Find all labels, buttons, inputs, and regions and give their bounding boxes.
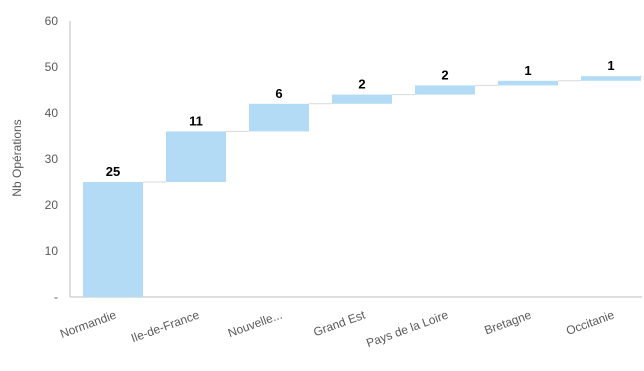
y-tick-label: 30 [45, 152, 59, 166]
bar [332, 94, 392, 104]
data-label: 1 [524, 63, 531, 78]
data-label: 11 [189, 113, 203, 128]
data-label: 25 [106, 164, 120, 179]
category-label: Normandie [58, 308, 118, 341]
y-tick-label: 10 [45, 244, 59, 258]
data-label: 2 [358, 77, 365, 92]
y-tick-label: 50 [45, 60, 59, 74]
category-label: Nouvelle... [226, 308, 284, 341]
y-tick-label: 20 [45, 198, 59, 212]
category-label: Pays de la Loire [364, 308, 450, 351]
y-axis-label: Nb Opérations [10, 119, 24, 196]
category-label: Bretagne [482, 308, 533, 338]
connectors [143, 75, 642, 183]
bar [83, 182, 143, 297]
category-label: Occitanie [564, 308, 616, 338]
y-axis: - 10 20 30 40 50 60 [45, 14, 59, 304]
bar [498, 80, 558, 86]
y-tick-label: - [54, 290, 58, 304]
y-tick-label: 60 [45, 14, 59, 28]
bar [166, 131, 226, 182]
bar [249, 103, 309, 132]
category-label: Grand Est [311, 307, 367, 339]
category-labels: Normandie Ile-de-France Nouvelle... Grand E… [58, 307, 616, 350]
category-label: Ile-de-France [129, 308, 201, 346]
bar [581, 76, 641, 81]
data-label: 6 [275, 86, 282, 101]
data-label: 2 [441, 67, 448, 82]
y-tick-label: 40 [45, 106, 59, 120]
bars [83, 76, 641, 297]
data-label: 1 [607, 58, 614, 73]
bar [415, 85, 475, 95]
